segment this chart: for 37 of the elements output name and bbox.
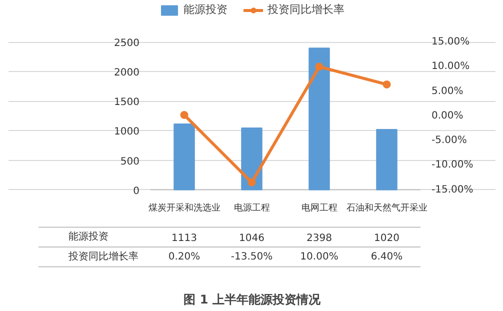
point bbox=[180, 110, 188, 119]
y-tick-label: 1000 bbox=[114, 126, 140, 138]
data-label: 2398 bbox=[306, 233, 332, 244]
point bbox=[382, 80, 391, 88]
y-tick-label: 2000 bbox=[114, 68, 140, 79]
text: 投资同比增长率 bbox=[68, 251, 138, 262]
x-tick-label: 煤炭开采和洗选业 bbox=[148, 202, 220, 214]
x-tick-label: 石油和天然气开采业 bbox=[346, 202, 428, 214]
data-label: 0.20% bbox=[168, 251, 200, 262]
data-label: 1020 bbox=[374, 233, 400, 244]
y2-tick-label: 5.00% bbox=[432, 86, 464, 97]
y2-tick-label: -15.00% bbox=[432, 184, 474, 196]
y2-tick-label: 15.00% bbox=[432, 36, 470, 48]
data-label: 10.00% bbox=[300, 251, 338, 262]
y-tick-label: 2500 bbox=[114, 38, 140, 50]
legend-label: 能源投资 bbox=[184, 2, 228, 17]
y2-tick-label: 0.00% bbox=[432, 110, 464, 122]
bar bbox=[174, 124, 195, 190]
bar bbox=[376, 129, 398, 190]
x-tick-label: 电源工程 bbox=[234, 202, 270, 214]
text: 能源投资 bbox=[68, 232, 108, 243]
y2-tick-label: -10.00% bbox=[432, 160, 474, 171]
point bbox=[248, 178, 256, 186]
x-tick-label: 电网工程 bbox=[301, 202, 338, 214]
y2-tick-label: 10.00% bbox=[432, 61, 470, 72]
y-tick-label: 0 bbox=[133, 186, 140, 197]
y2-tick-label: -5.00% bbox=[432, 135, 467, 146]
bar bbox=[308, 48, 330, 190]
text: 图 1 上半年能源投资情况 bbox=[184, 292, 322, 306]
data-label: -13.50% bbox=[230, 251, 273, 262]
point bbox=[315, 62, 324, 71]
data-label: 1046 bbox=[239, 233, 264, 244]
data-label: 6.40% bbox=[370, 251, 403, 262]
y-tick-label: 1500 bbox=[114, 97, 140, 108]
y-tick-label: 500 bbox=[120, 156, 140, 168]
data-label: 1113 bbox=[172, 233, 197, 244]
legend-label: 投资同比增长率 bbox=[268, 2, 344, 17]
